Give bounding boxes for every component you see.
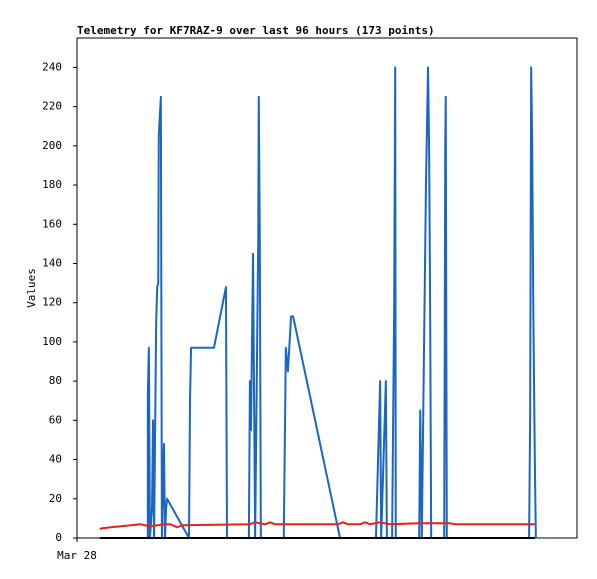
y-axis-label: Values [25,268,38,308]
y-tick-label: 20 [49,492,62,505]
y-tick-label: 220 [42,100,62,113]
y-tick-label: 180 [42,178,62,191]
y-tick-label: 140 [42,256,62,269]
y-tick-label: 120 [42,296,62,309]
y-tick-label: 240 [42,60,62,73]
y-tick-label: 200 [42,139,62,152]
y-tick-label: 60 [49,413,62,426]
y-tick-label: 0 [55,531,62,544]
series-line [146,66,537,539]
series-line [99,521,535,531]
chart-title: Telemetry for KF7RAZ-9 over last 96 hour… [77,24,435,37]
y-tick-label: 80 [49,374,62,387]
y-tick-label: 100 [42,335,62,348]
y-tick-label: 40 [49,453,62,466]
x-tick-label: Mar 28 [57,549,97,562]
y-tick-label: 160 [42,217,62,230]
